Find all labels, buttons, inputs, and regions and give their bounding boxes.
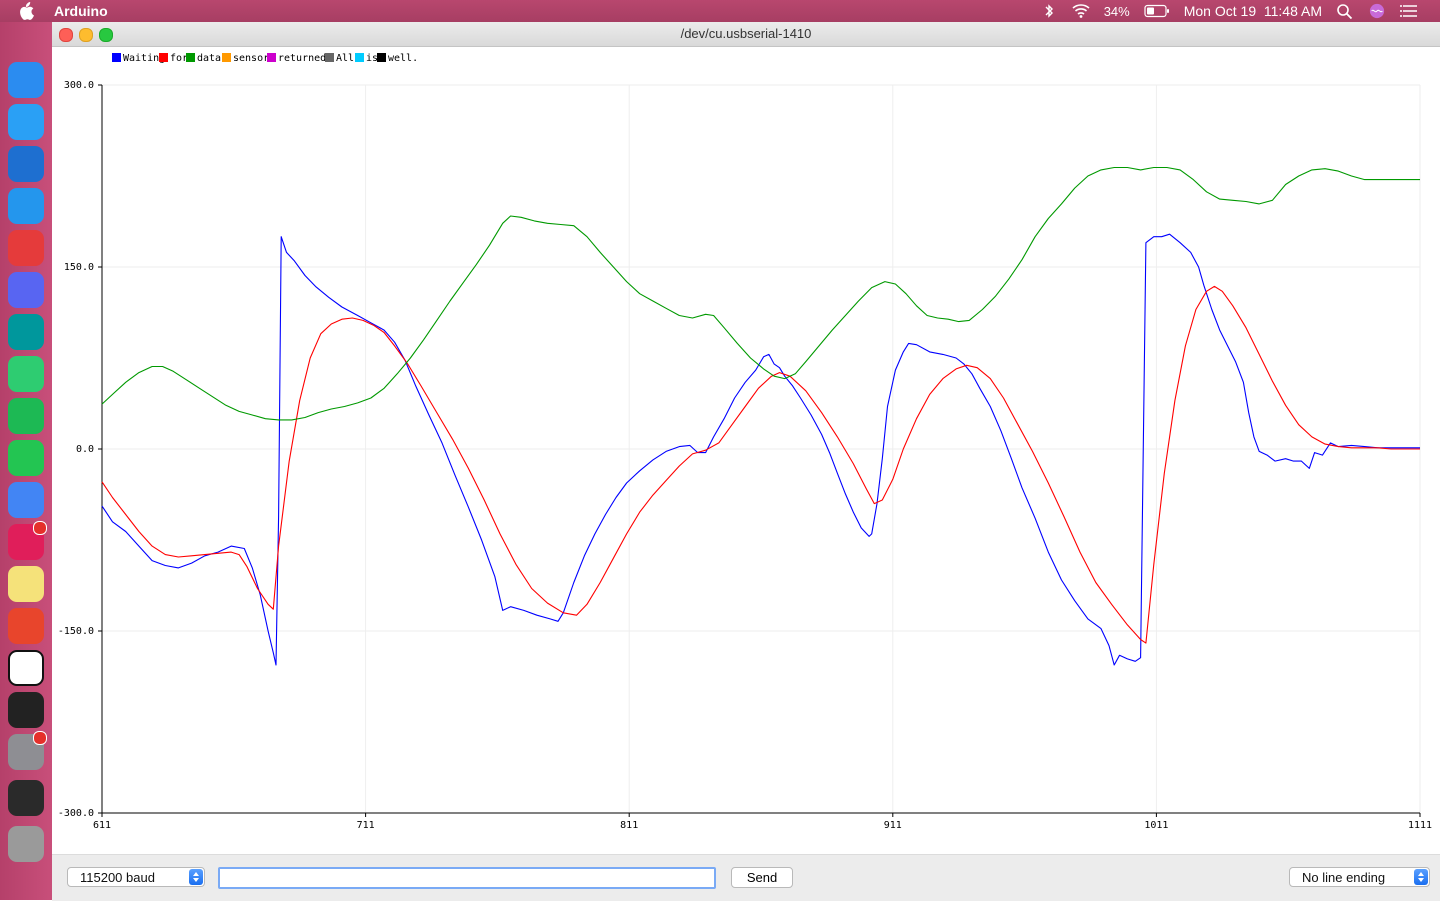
plot-series: [101, 166, 1420, 666]
bluetooth-icon[interactable]: [1040, 3, 1058, 19]
minimize-window-button[interactable]: [79, 28, 93, 42]
stickies-icon[interactable]: [8, 566, 44, 602]
terminal-icon[interactable]: [8, 692, 44, 728]
legend-swatch: [325, 53, 334, 62]
send-button[interactable]: Send: [731, 867, 793, 888]
status-area: 34% Mon Oct 19 11:48 AM: [1040, 3, 1418, 19]
serial-plot: Waiting for data sensor returned All is well. 6…: [58, 53, 1432, 831]
spotify-icon[interactable]: [8, 398, 44, 434]
screenshot-thumbnail-icon[interactable]: [8, 780, 44, 816]
legend-swatch: [267, 53, 276, 62]
arduino-icon[interactable]: [8, 314, 44, 350]
legend-swatch: [377, 53, 386, 62]
chrome-icon[interactable]: [8, 482, 44, 518]
line-ending-value: No line ending: [1302, 870, 1386, 885]
legend-swatch: [159, 53, 168, 62]
zoom-window-button[interactable]: [99, 28, 113, 42]
legend-label: Waiting: [123, 53, 165, 64]
plotter-controls: 115200 baud Send No line ending: [52, 854, 1440, 901]
notification-badge: [33, 731, 47, 745]
messages-icon[interactable]: [8, 104, 44, 140]
series-line-for: [101, 285, 1420, 644]
plot-grid: [101, 84, 1421, 814]
window-title: /dev/cu.usbserial-1410: [680, 26, 812, 41]
serial-message-input[interactable]: [218, 867, 716, 889]
spotlight-search-icon[interactable]: [1336, 3, 1354, 19]
remote-desktop-icon[interactable]: [8, 608, 44, 644]
legend-label: data: [197, 53, 221, 64]
plot-legend: Waiting for data sensor returned All is well.: [112, 53, 418, 64]
network-icon[interactable]: [8, 356, 44, 392]
dock: [0, 22, 52, 900]
notification-center-icon[interactable]: [1400, 3, 1418, 19]
x-tick-label: 811: [620, 820, 638, 831]
vscode-icon[interactable]: [8, 146, 44, 182]
close-window-button[interactable]: [59, 28, 73, 42]
y-tick-label: 150.0: [64, 262, 94, 273]
wifi-icon[interactable]: [1072, 3, 1090, 19]
baud-rate-value: 115200 baud: [80, 870, 155, 885]
baud-rate-select[interactable]: 115200 baud: [67, 867, 205, 887]
x-tick-label: 911: [884, 820, 902, 831]
chevron-updown-icon[interactable]: [189, 869, 203, 885]
notification-badge: [33, 521, 47, 535]
slack-icon[interactable]: [8, 521, 47, 560]
docker-icon[interactable]: [8, 188, 44, 224]
finder-icon[interactable]: [8, 62, 44, 98]
app-menu-name[interactable]: Arduino: [54, 3, 108, 19]
y-tick-label: 300.0: [64, 80, 94, 91]
x-tick-label: 1111: [1408, 820, 1432, 831]
circle-app-icon[interactable]: [8, 440, 44, 476]
legend-label: is: [366, 53, 378, 64]
battery-percentage: 34%: [1103, 3, 1130, 19]
system-preferences-icon[interactable]: [8, 731, 47, 770]
x-tick-label: 1011: [1144, 820, 1168, 831]
legend-label: sensor: [233, 53, 269, 64]
y-tick-label: 0.0: [76, 444, 94, 455]
legend-label: All: [336, 53, 354, 64]
legend-swatch: [222, 53, 231, 62]
series-line-waiting: [101, 233, 1420, 666]
discord-icon[interactable]: [8, 272, 44, 308]
y-tick-label: -150.0: [58, 626, 94, 637]
legend-label: for: [170, 53, 188, 64]
serial-plotter-window: /dev/cu.usbserial-1410 Waiting for data sen…: [52, 22, 1440, 901]
notion-icon[interactable]: [8, 650, 44, 686]
siri-icon[interactable]: [1368, 3, 1386, 19]
legend-label: returned: [278, 53, 326, 64]
y-tick-label: -300.0: [58, 808, 94, 819]
trash-icon[interactable]: [8, 826, 44, 862]
series-line-data: [101, 166, 1420, 421]
battery-icon[interactable]: [1144, 4, 1170, 18]
apple-icon[interactable]: [18, 2, 34, 20]
legend-label: well.: [388, 53, 418, 64]
legend-swatch: [355, 53, 364, 62]
x-tick-label: 711: [357, 820, 375, 831]
chevron-updown-icon[interactable]: [1414, 869, 1428, 885]
legend-swatch: [112, 53, 121, 62]
parallels-icon[interactable]: [8, 230, 44, 266]
line-ending-select[interactable]: No line ending: [1289, 867, 1430, 887]
title-bar[interactable]: /dev/cu.usbserial-1410: [52, 22, 1440, 47]
menu-bar: Arduino 34% Mon Oct 19 11:48 AM: [0, 0, 1440, 22]
clock[interactable]: Mon Oct 19 11:48 AM: [1183, 3, 1322, 19]
x-tick-label: 611: [93, 820, 111, 831]
legend-swatch: [186, 53, 195, 62]
plot-axes: 611 711 811 911 1011 1111 300.0 150.0 0.0 -150.0 -…: [58, 80, 1432, 831]
